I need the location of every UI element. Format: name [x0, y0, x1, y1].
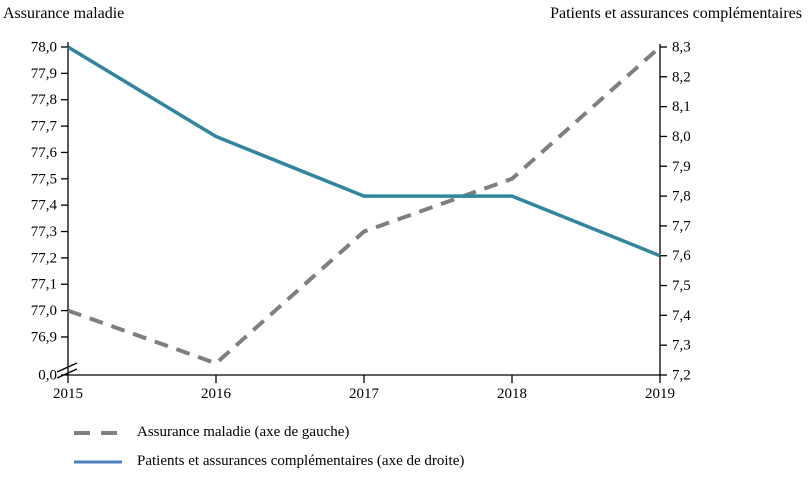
- right-axis-tick-label: 8,1: [672, 99, 691, 115]
- right-axis-tick-label: 8,2: [672, 69, 691, 85]
- left-axis-tick-label: 77,5: [31, 171, 57, 187]
- right-axis-tick-label: 7,6: [672, 248, 691, 264]
- right-axis-tick-label: 8,0: [672, 129, 691, 145]
- left-axis-tick-label: 77,8: [31, 92, 57, 108]
- solid-line-swatch-icon: [74, 460, 122, 463]
- left-axis-tick-label: 78,0: [31, 40, 57, 56]
- left-axis-tick-label: 77,7: [31, 119, 58, 135]
- dual-axis-line-chart: 78,0 77,9 77,8 77,7 77,6 77,5 77,4 77,3 77,2 77,1…: [31, 40, 692, 403]
- x-axis-label: 2015: [53, 386, 83, 402]
- right-axis-tick-label: 7,5: [672, 278, 691, 294]
- x-axis-label: 2017: [349, 386, 380, 402]
- series-line-assurance-maladie: [67, 45, 662, 366]
- legend-label: Patients et assurances complémentaires (…: [137, 453, 465, 469]
- left-axis-tick-label: 77,1: [31, 277, 57, 293]
- x-axis-label: 2018: [497, 386, 527, 402]
- legend-label: Assurance maladie (axe de gauche): [137, 424, 350, 440]
- axis-break-mark: [56, 368, 78, 379]
- right-axis-tick-label: 8,3: [672, 40, 691, 56]
- left-axis-tick-label: 77,6: [31, 145, 58, 161]
- left-axis-tick-label: 77,3: [31, 224, 57, 240]
- x-axis-label: 2016: [201, 386, 232, 402]
- x-axis-label: 2019: [645, 386, 675, 402]
- legend-item-patients-assurances: Patients et assurances complémentaires (…: [72, 453, 464, 470]
- left-axis-tick-label: 77,4: [31, 198, 58, 214]
- right-axis-tick-label: 7,7: [672, 218, 691, 234]
- left-axis-tick-label: 77,0: [31, 303, 57, 319]
- chart-legend: Assurance maladie (axe de gauche) Patien…: [72, 424, 464, 470]
- chart-area: 78,0 77,9 77,8 77,7 77,6 77,5 77,4 77,3 77,2 77,1…: [31, 40, 692, 403]
- right-axis-title: Patients et assurances complémentaires: [550, 5, 802, 22]
- right-axis-tick-label: 7,3: [672, 338, 691, 354]
- left-axis-tick-label: 77,9: [31, 66, 57, 82]
- axis-break-mark: [56, 362, 78, 373]
- left-axis-tick-label: 76,9: [31, 329, 57, 345]
- legend-item-assurance-maladie: Assurance maladie (axe de gauche): [72, 424, 464, 441]
- right-axis-tick-label: 7,9: [672, 159, 691, 175]
- right-axis-tick-label: 7,8: [672, 189, 691, 205]
- right-axis-tick-label: 7,4: [672, 308, 691, 324]
- left-axis-zero-label: 0,0: [38, 368, 57, 384]
- left-axis-title: Assurance maladie: [3, 5, 125, 22]
- right-axis-tick-label: 7,2: [672, 368, 691, 384]
- series-line-patients-assurances: [67, 45, 661, 258]
- dashed-line-swatch-icon: [74, 430, 122, 435]
- left-axis-tick-label: 77,2: [31, 250, 57, 266]
